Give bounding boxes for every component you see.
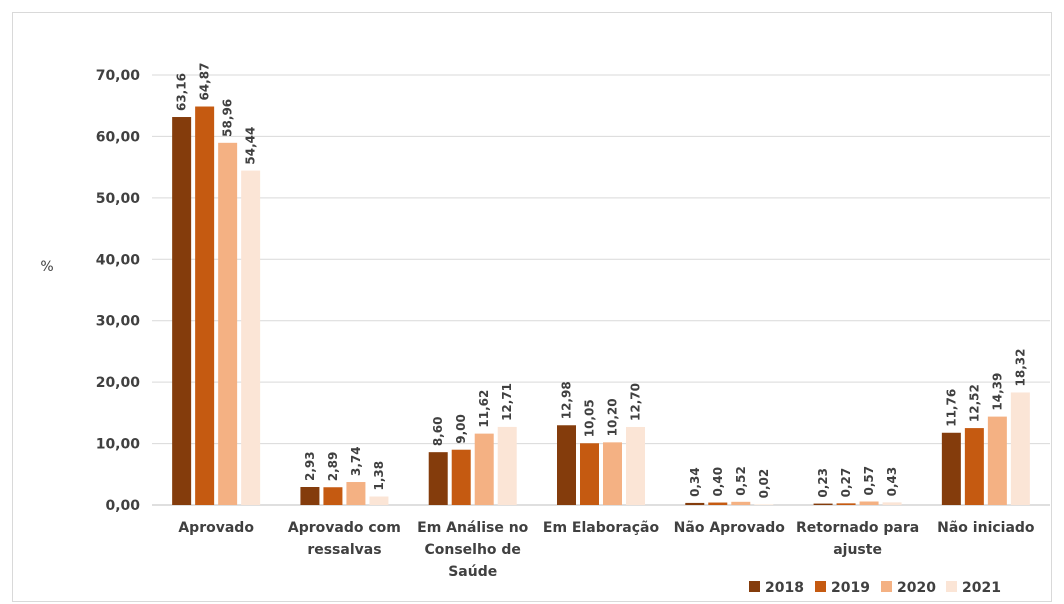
bar <box>497 426 517 505</box>
category-label: Conselho de <box>424 542 520 558</box>
data-label: 12,71 <box>500 383 514 421</box>
bar <box>241 170 261 505</box>
chart-frame <box>12 12 1052 602</box>
legend-label: 2018 <box>765 580 804 596</box>
data-label: 0,57 <box>862 466 876 496</box>
bar <box>451 449 471 505</box>
legend-swatch <box>749 581 760 592</box>
bar <box>474 433 494 505</box>
bar <box>580 443 599 505</box>
data-label: 64,87 <box>198 63 212 101</box>
legend-label: 2021 <box>962 580 1001 596</box>
data-label: 3,74 <box>349 446 363 476</box>
data-label: 54,44 <box>244 127 258 165</box>
data-label: 2,93 <box>303 451 317 481</box>
data-label: 0,52 <box>734 466 748 496</box>
category-label: Não Aprovado <box>674 520 786 536</box>
bar <box>195 106 215 506</box>
data-label: 9,00 <box>454 414 468 444</box>
category-label: Não iniciado <box>937 520 1035 536</box>
data-label: 18,32 <box>1013 348 1027 386</box>
y-tick-label: 60,00 <box>96 129 141 145</box>
data-label: 1,38 <box>372 461 386 491</box>
bar <box>323 487 343 505</box>
bar <box>813 503 833 505</box>
y-tick-label: 50,00 <box>96 191 141 207</box>
bar <box>603 442 622 505</box>
legend-label: 2020 <box>897 580 936 596</box>
legend-swatch <box>815 581 826 592</box>
bar <box>1010 392 1030 505</box>
bar <box>754 504 774 505</box>
legend-swatch <box>881 581 892 592</box>
data-label: 0,23 <box>816 468 830 498</box>
category-label: Aprovado <box>178 520 254 536</box>
bar <box>172 117 192 505</box>
data-label: 0,27 <box>839 468 853 498</box>
data-label: 11,62 <box>477 390 491 428</box>
data-label: 14,39 <box>990 373 1004 411</box>
y-tick-label: 20,00 <box>96 375 141 391</box>
bar <box>708 502 728 505</box>
category-label: Saúde <box>448 564 497 580</box>
y-tick-label: 40,00 <box>96 252 141 268</box>
data-label: 58,96 <box>221 99 235 137</box>
data-label: 10,05 <box>583 399 597 437</box>
bar <box>557 425 576 505</box>
category-label: Retornado para <box>796 520 919 536</box>
bar <box>882 502 902 505</box>
data-label: 8,60 <box>431 417 445 447</box>
bar <box>731 501 751 505</box>
data-label: 0,40 <box>711 467 725 497</box>
bar <box>941 432 961 505</box>
data-label: 0,34 <box>688 467 702 497</box>
data-label: 12,98 <box>560 381 574 419</box>
bar <box>369 496 389 505</box>
bar <box>836 503 856 505</box>
data-label: 0,02 <box>757 469 771 499</box>
category-label: Aprovado com <box>288 520 401 536</box>
data-label: 12,70 <box>629 383 643 421</box>
data-label: 0,43 <box>885 467 899 497</box>
data-label: 11,76 <box>944 389 958 427</box>
bar <box>428 452 448 505</box>
y-tick-label: 0,00 <box>105 498 140 514</box>
data-label: 12,52 <box>967 384 981 422</box>
legend-label: 2019 <box>831 580 870 596</box>
y-tick-label: 30,00 <box>96 314 141 330</box>
bar <box>300 487 320 505</box>
category-label: Em Elaboração <box>543 520 660 536</box>
y-axis-label: % <box>40 259 53 275</box>
bar <box>685 502 705 505</box>
bar <box>626 426 645 505</box>
bar <box>987 416 1007 505</box>
data-label: 2,89 <box>326 452 340 482</box>
bar <box>964 428 984 505</box>
y-tick-label: 70,00 <box>96 68 141 84</box>
y-tick-label: 10,00 <box>96 437 141 453</box>
data-label: 63,16 <box>175 73 189 111</box>
legend-swatch <box>946 581 957 592</box>
data-label: 10,20 <box>606 398 620 436</box>
bar <box>218 142 238 505</box>
category-label: ajuste <box>833 542 882 558</box>
category-label: Em Análise no <box>417 520 529 536</box>
category-label: ressalvas <box>307 542 381 558</box>
bar <box>859 501 879 505</box>
bar <box>346 482 366 505</box>
